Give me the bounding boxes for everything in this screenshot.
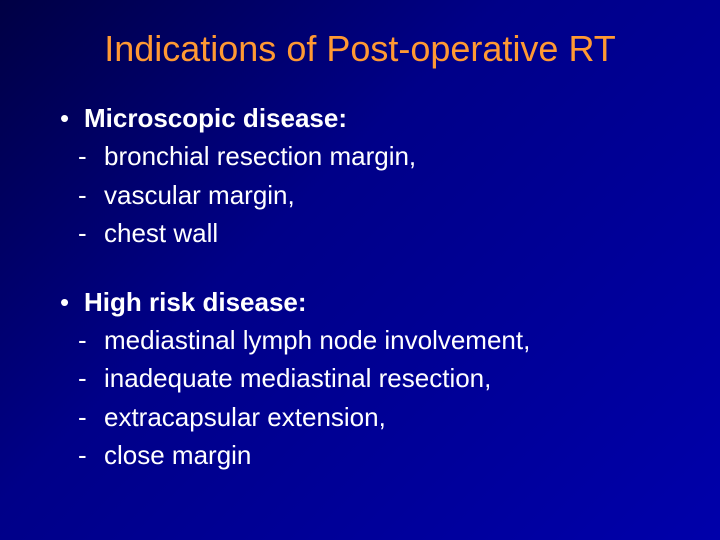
dash-icon: -	[78, 177, 104, 213]
section-header-line: • Microscopic disease:	[60, 100, 670, 136]
dash-icon: -	[78, 322, 104, 358]
list-item-text: inadequate mediastinal resection,	[104, 360, 491, 396]
list-item-text: bronchial resection margin,	[104, 138, 416, 174]
slide-title: Indications of Post-operative RT	[50, 28, 670, 70]
bullet-icon: •	[60, 284, 84, 320]
list-item: - inadequate mediastinal resection,	[60, 360, 670, 396]
list-item: - extracapsular extension,	[60, 399, 670, 435]
list-item: - close margin	[60, 437, 670, 473]
dash-icon: -	[78, 138, 104, 174]
list-item-text: vascular margin,	[104, 177, 295, 213]
dash-icon: -	[78, 215, 104, 251]
list-item: - mediastinal lymph node involvement,	[60, 322, 670, 358]
section-spacer	[60, 254, 670, 284]
slide-container: Indications of Post-operative RT • Micro…	[0, 0, 720, 540]
list-item-text: extracapsular extension,	[104, 399, 386, 435]
list-item-text: close margin	[104, 437, 251, 473]
section-header: Microscopic disease:	[84, 100, 347, 136]
list-item: - vascular margin,	[60, 177, 670, 213]
list-item: - bronchial resection margin,	[60, 138, 670, 174]
bullet-icon: •	[60, 100, 84, 136]
section-header: High risk disease:	[84, 284, 307, 320]
slide-content: • Microscopic disease: - bronchial resec…	[50, 100, 670, 474]
list-item-text: mediastinal lymph node involvement,	[104, 322, 530, 358]
list-item-text: chest wall	[104, 215, 218, 251]
dash-icon: -	[78, 437, 104, 473]
dash-icon: -	[78, 360, 104, 396]
dash-icon: -	[78, 399, 104, 435]
section-header-line: • High risk disease:	[60, 284, 670, 320]
list-item: - chest wall	[60, 215, 670, 251]
